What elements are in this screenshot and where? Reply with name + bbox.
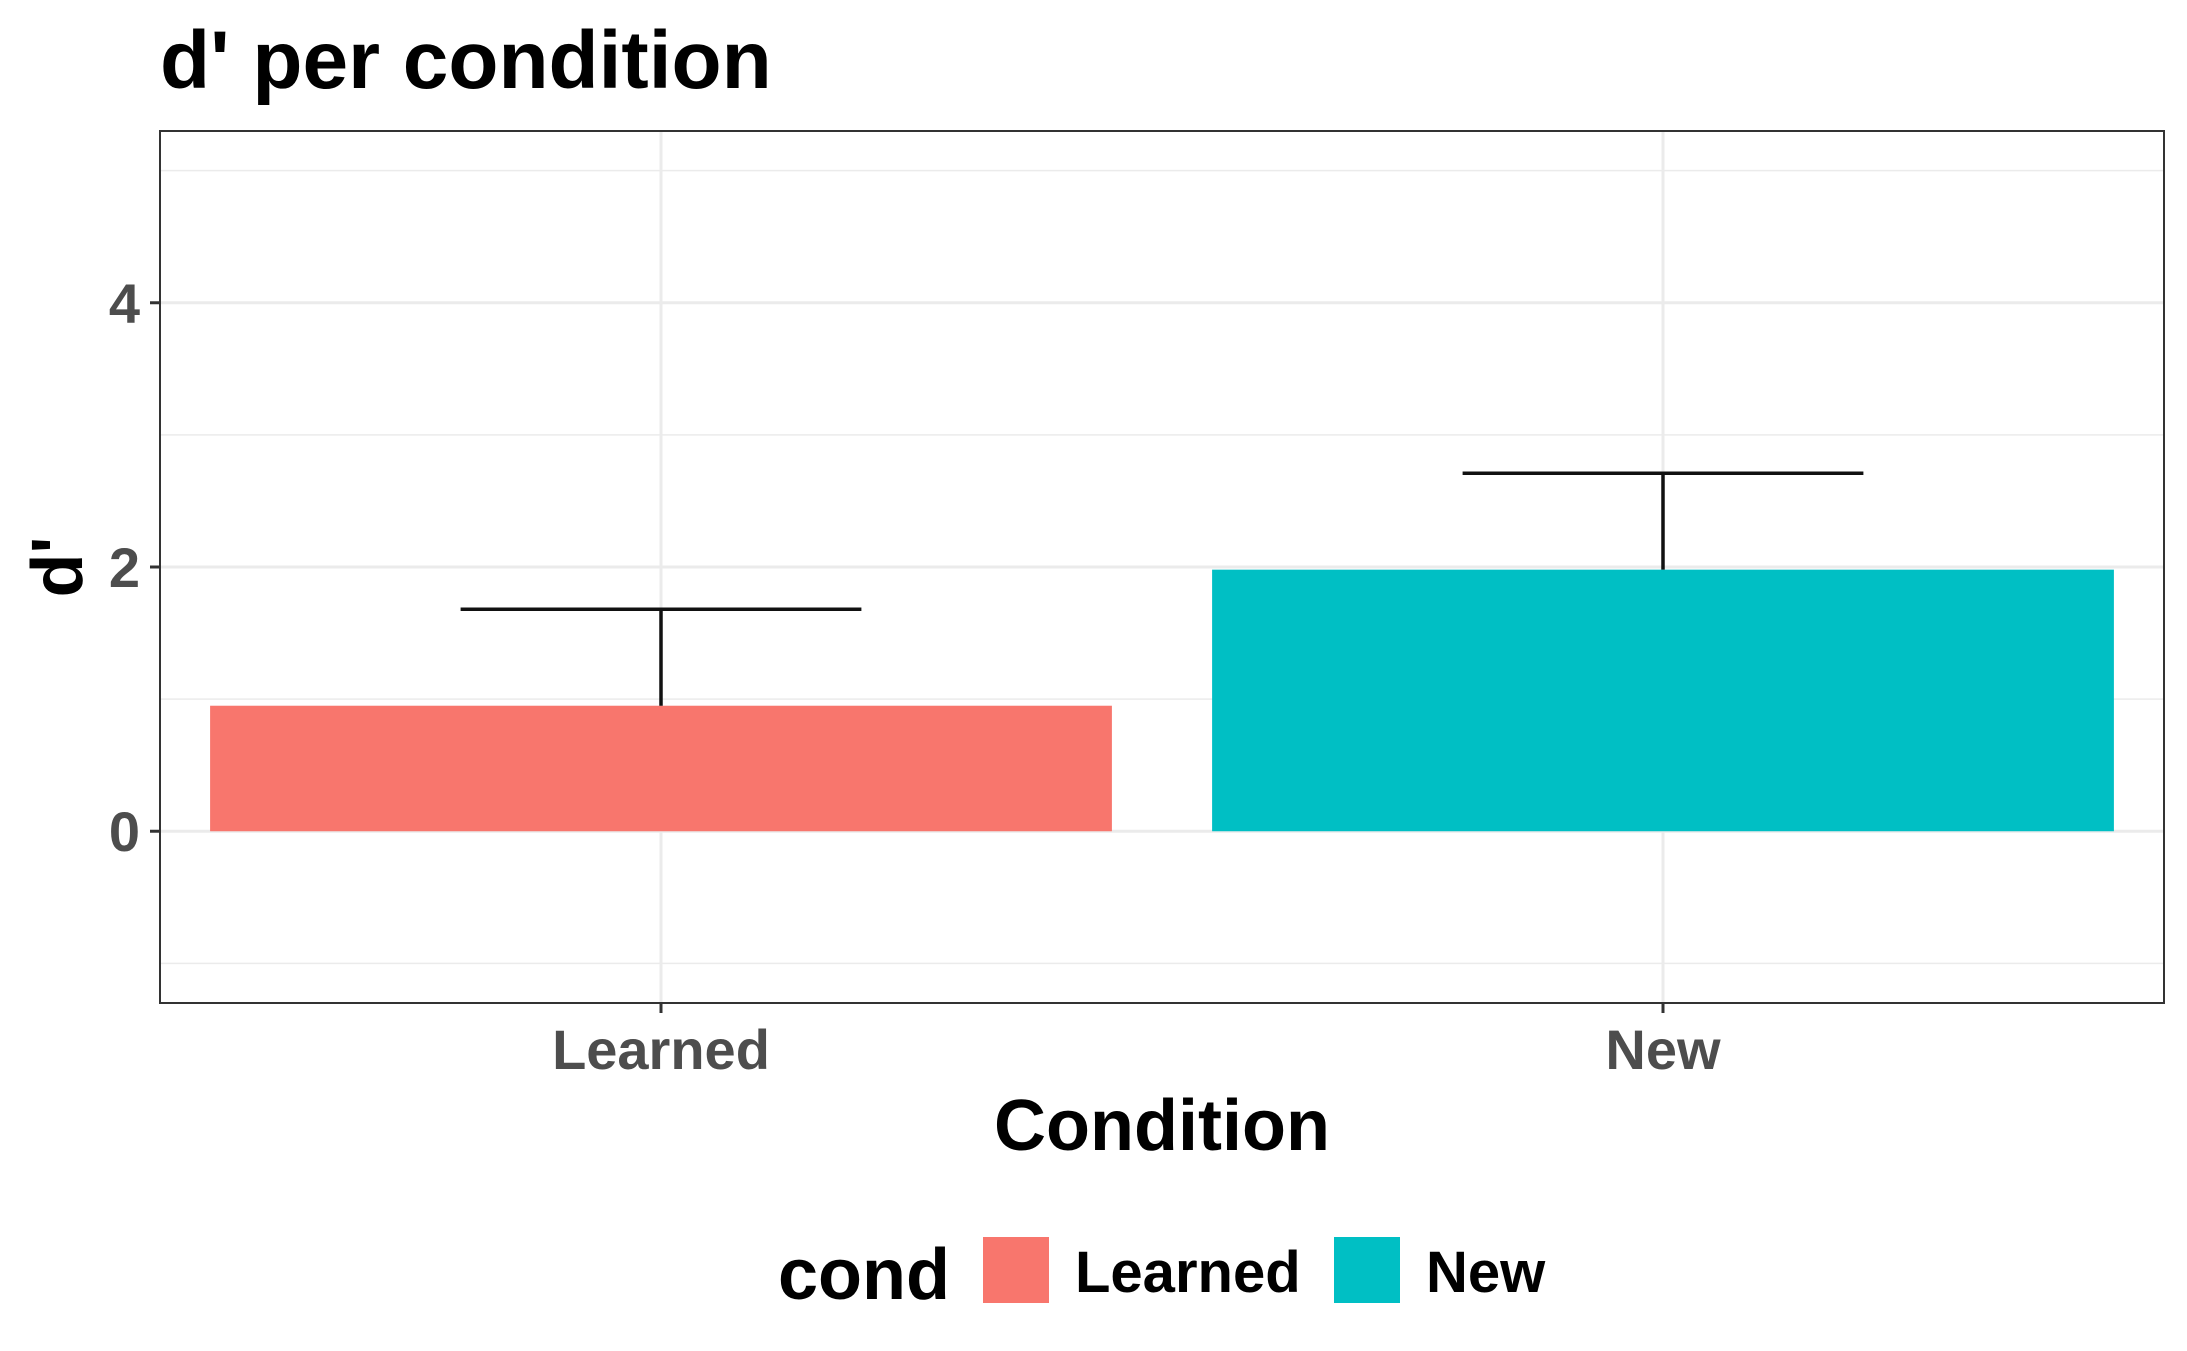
x-tick-label: New [1605, 1018, 1721, 1081]
legend-key [1334, 1237, 1400, 1303]
x-axis-title: Condition [994, 1086, 1330, 1166]
y-axis-title: d' [18, 536, 98, 597]
minor-gridlines [160, 169, 2164, 965]
legend-entry-learned: Learned [983, 1237, 1301, 1305]
bar-new [1212, 569, 2114, 832]
error-bar-new [1462, 471, 1864, 570]
legend: cond Learned New [778, 1235, 1546, 1315]
y-tick-label: 4 [109, 272, 140, 335]
x-tick-label: Learned [552, 1018, 770, 1081]
legend-title: cond [778, 1235, 950, 1315]
legend-label: New [1426, 1240, 1546, 1305]
error-bars [460, 471, 1864, 706]
y-tick-label: 0 [109, 800, 140, 863]
x-axis: Learned New [552, 1003, 1721, 1081]
y-axis: 0 2 4 [109, 272, 160, 863]
plot-area [159, 130, 2165, 1004]
legend-entry-new: New [1334, 1237, 1546, 1305]
bars [210, 569, 2114, 832]
y-tick-label: 2 [109, 536, 140, 599]
bar-learned [210, 705, 1112, 832]
legend-key [983, 1237, 1049, 1303]
error-bar-learned [460, 607, 862, 706]
chart-title: d' per condition [160, 15, 772, 106]
legend-label: Learned [1075, 1240, 1301, 1305]
legend-entries: Learned New [983, 1237, 1546, 1305]
